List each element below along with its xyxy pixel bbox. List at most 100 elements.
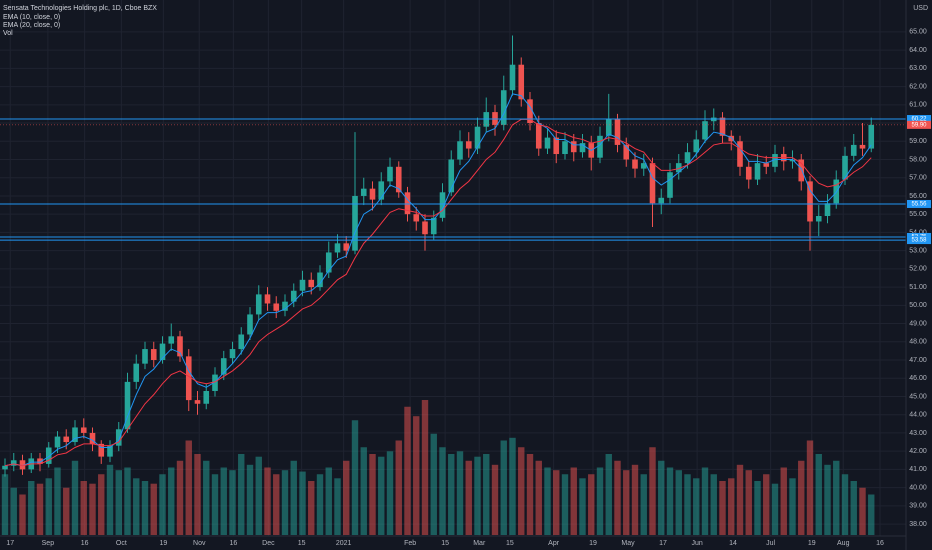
candle-body [194, 400, 201, 404]
candle-body [518, 64, 525, 100]
volume-bar [316, 474, 324, 535]
y-tick-label: 45.00 [909, 393, 927, 400]
volume-bar [413, 416, 420, 535]
y-tick-label: 56.00 [909, 193, 927, 200]
x-tick-label: 17 [6, 540, 14, 547]
volume-bar [395, 440, 402, 535]
volume-bar [815, 454, 822, 535]
x-tick-label: Jun [691, 540, 702, 547]
candle-body [675, 163, 682, 173]
candle-body [133, 363, 140, 382]
candle-body [150, 349, 157, 361]
y-tick-label: 54.00 [909, 229, 927, 236]
x-tick-label: May [621, 540, 635, 547]
price-tag [907, 199, 931, 208]
volume-bar [378, 456, 385, 535]
volume-bar [10, 487, 17, 535]
candle-body [54, 436, 61, 448]
volume-bar [649, 447, 656, 535]
volume-bar [833, 460, 840, 535]
candle-body [859, 144, 866, 149]
volume-bar [71, 460, 79, 535]
volume-bar [675, 470, 682, 535]
volume-bar [404, 406, 411, 535]
volume-bar [238, 454, 245, 535]
volume-bar [614, 460, 621, 535]
candle-body [667, 172, 673, 198]
volume-bar [430, 433, 437, 535]
x-tick-label: 2021 [336, 540, 352, 547]
x-tick-label: 19 [808, 540, 816, 547]
candle-body [868, 124, 875, 149]
currency-label: USD [913, 5, 928, 12]
volume-bar [745, 470, 752, 535]
candle-body [553, 137, 560, 155]
candle-body [500, 90, 507, 125]
volume-bar [220, 467, 227, 535]
candle-body [2, 465, 8, 470]
candle-body [203, 390, 210, 404]
volume-bar [798, 460, 805, 535]
price-tag [907, 115, 931, 124]
candle-body [649, 163, 656, 204]
y-tick-label: 52.00 [909, 266, 927, 273]
candle-body [815, 216, 822, 222]
ema-line [4, 93, 872, 467]
candle-body [474, 126, 481, 149]
candle-body [185, 356, 192, 401]
y-tick-label: 43.00 [909, 430, 927, 437]
volume-bar [448, 454, 455, 535]
candle-body [325, 252, 332, 273]
legend-entry: Vol [3, 30, 13, 37]
candle-body [177, 336, 183, 357]
candle-body [212, 374, 218, 391]
volume-bar [465, 460, 472, 535]
y-tick-label: 50.00 [909, 302, 927, 309]
volume-bar [456, 451, 464, 535]
y-tick-label: 48.00 [909, 339, 927, 346]
candle-body [492, 112, 498, 125]
candle-body [789, 159, 796, 162]
candle-body [772, 154, 778, 167]
x-tick-label: 15 [506, 540, 514, 547]
y-tick-label: 64.00 [909, 47, 927, 54]
candle-body [798, 159, 805, 182]
volume-bar [518, 447, 525, 535]
candle-body [614, 119, 621, 145]
x-tick-label: 17 [659, 540, 667, 547]
candle-body [824, 203, 831, 217]
volume-bar [666, 467, 674, 535]
candle-body [19, 460, 26, 470]
volume-bar [203, 460, 210, 535]
candle-body [273, 303, 280, 311]
volume-bar [693, 478, 700, 535]
volume-bar [824, 464, 831, 535]
x-tick-label: 16 [229, 540, 237, 547]
volume-bar [28, 481, 35, 535]
candle-body [693, 139, 700, 153]
volume-bar [544, 467, 551, 535]
candle-body [264, 294, 271, 304]
candle-body [229, 349, 236, 359]
candle-body [448, 159, 455, 193]
volume-bar [325, 467, 332, 535]
candle-body [308, 279, 315, 288]
y-tick-label: 53.00 [909, 247, 927, 254]
last-price-tag [907, 120, 931, 129]
candle-body [430, 217, 437, 235]
x-tick-label: Jul [766, 540, 775, 547]
volume-bar [736, 464, 744, 535]
volume-bar [176, 460, 184, 535]
x-tick-label: 19 [589, 540, 597, 547]
volume-bar [850, 481, 857, 535]
volume-bar [290, 460, 297, 535]
candle-body [299, 279, 306, 291]
y-tick-label: 38.00 [909, 521, 927, 528]
candle-body [369, 188, 376, 200]
candle-body [465, 141, 472, 149]
candle-body [255, 294, 262, 315]
volume-bar [281, 470, 289, 535]
x-tick-label: Apr [548, 540, 560, 547]
candle-body [124, 381, 131, 430]
